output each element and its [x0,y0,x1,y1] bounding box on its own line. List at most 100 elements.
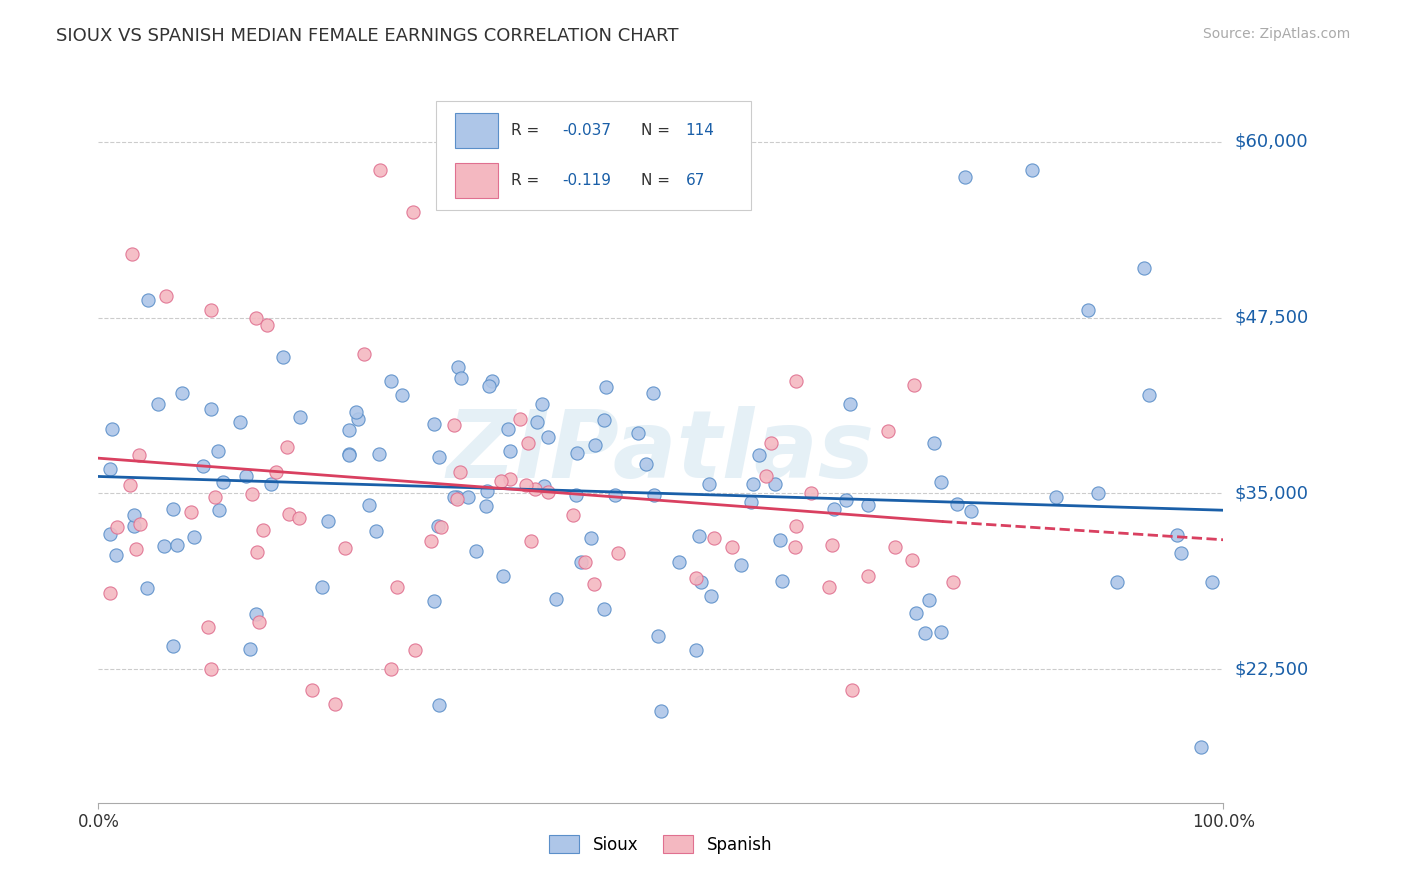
Point [595,380,617,394]
Point [200,662,222,676]
Point [918,593,941,607]
Point [337,424,360,438]
Point [276,440,298,454]
Point [427,450,450,464]
Point [579,531,602,545]
Text: -0.037: -0.037 [562,123,610,138]
Point [569,555,592,569]
Point [565,446,588,460]
Point [162,639,184,653]
Point [273,350,295,364]
Point [301,683,323,698]
Point [905,606,928,620]
Point [636,457,658,471]
Point [931,475,953,489]
Point [685,571,707,585]
Point [207,443,229,458]
Point [763,477,786,491]
Point [239,641,262,656]
Point [492,569,515,583]
Point [496,421,519,435]
Point [264,465,287,479]
Text: 67: 67 [686,173,704,188]
Point [499,472,522,486]
Point [391,388,413,402]
Text: R =: R = [512,173,544,188]
Text: $47,500: $47,500 [1234,309,1309,326]
Point [703,531,725,545]
FancyBboxPatch shape [456,113,498,148]
Point [901,553,924,567]
Point [1166,527,1188,541]
Text: $22,500: $22,500 [1234,660,1309,678]
Point [98,462,121,476]
Point [785,540,807,554]
Point [105,520,128,534]
Point [1045,491,1067,505]
Point [823,502,845,516]
Point [530,397,553,411]
Point [544,592,567,607]
Point [191,458,214,473]
Point [183,530,205,544]
Point [690,574,713,589]
Point [346,411,368,425]
Point [942,575,965,590]
Point [200,401,222,416]
Point [357,498,380,512]
Point [533,479,555,493]
FancyBboxPatch shape [456,163,498,198]
Point [170,386,193,401]
Point [818,581,841,595]
Point [606,546,628,560]
Point [323,698,346,712]
Point [759,435,782,450]
Point [1170,546,1192,560]
Point [240,487,263,501]
Point [423,417,446,432]
Point [582,577,605,591]
Point [650,705,672,719]
Point [247,615,270,629]
Point [960,504,983,518]
Point [311,580,333,594]
Text: N =: N = [641,173,675,188]
Point [769,533,792,547]
Point [517,436,540,450]
Point [385,580,408,594]
Point [180,505,202,519]
Point [162,502,184,516]
Text: -0.119: -0.119 [562,173,610,188]
Point [592,602,614,616]
Point [520,534,543,549]
Point [1087,486,1109,500]
Point [478,379,501,393]
Point [524,483,547,497]
Point [1133,261,1156,276]
Point [121,247,143,261]
Point [742,477,765,491]
Text: $60,000: $60,000 [1234,133,1308,151]
Point [647,629,669,643]
Point [423,594,446,608]
Text: Source: ZipAtlas.com: Source: ZipAtlas.com [1202,27,1350,41]
Point [380,662,402,676]
Point [922,436,945,450]
Point [208,503,231,517]
Point [245,310,267,325]
Point [125,541,148,556]
Point [834,493,856,508]
Point [368,448,391,462]
Point [603,487,626,501]
Point [593,413,616,427]
Point [491,474,513,488]
Point [129,517,152,532]
Point [197,619,219,633]
Point [945,498,967,512]
Point [748,448,770,462]
Point [229,416,252,430]
Point [931,624,953,639]
Point [699,590,721,604]
Point [785,374,807,388]
Point [856,498,879,512]
